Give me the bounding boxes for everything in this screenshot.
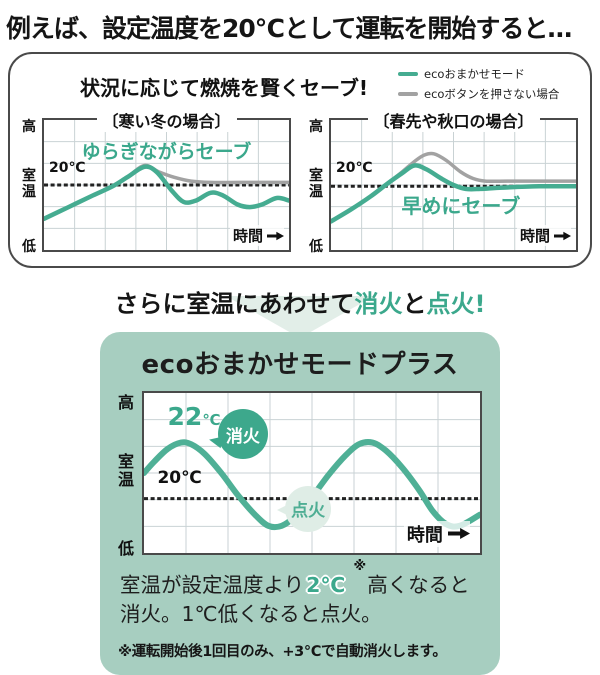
chart-annotation: ゆらぎながらセーブ [81,140,252,163]
y-axis-labels: 高 室温 低 [22,118,42,255]
time-text: 時間 [519,227,550,245]
chart-spring-autumn: 高 室温 低 〔春先や秋口の場合〕 20℃ 早めにセーブ 時間 [309,108,578,255]
y-label-high: 高 [118,393,135,412]
peak-temp-label: 22℃ [168,404,221,429]
chart-eco-plus: 高 室温 低 22℃ 消火 20℃ 点火 時間 [118,391,482,558]
threshold-label: 20℃ [49,160,86,177]
middle-heading: さらに室温にあわせて消火と点火! [0,284,600,319]
peak-temp-number: 22 [167,402,203,432]
right-arrow-icon [267,231,284,240]
chart-annotation: 早めにセーブ [401,194,521,219]
y-label-high: 高 [22,119,36,135]
badge-pointer [207,433,224,449]
legend-item-eco: ecoおまかせモード [398,66,578,82]
x-axis-label: 時間 [229,225,284,246]
description-text: 室温が設定温度より2℃ ※ 高くなると 消火。1℃低くなると点火。 [118,555,482,628]
footnote-ref-mark: ※ [353,559,367,574]
highlight-2c-text: 2℃ [306,573,346,597]
chart-plot-area: 〔寒い冬の場合〕 20℃ ゆらぎながらセーブ 時間 [42,108,291,252]
peak-temp-unit: ℃ [202,411,221,430]
heading-fire-off: 消火 [354,290,403,318]
line-chart [331,120,576,250]
eco-plus-section: ecoおまかせモードプラス 高 室温 低 22℃ 消火 20℃ 点火 時間 室温 [100,332,500,675]
chart-title: 〔寒い冬の場合〕 [96,108,237,132]
no-eco-line-swatch [398,92,418,96]
threshold-label: 20℃ [336,160,373,177]
threshold-label: 20℃ [157,468,202,489]
y-label-room-temp: 室温 [309,167,323,200]
y-label-low: 低 [22,239,36,255]
fire-off-badge: 消火 [207,409,268,459]
footnote-text: ※運転開始後1回目のみ、+3℃で自動消火します。 [118,644,447,661]
chart-plot-area: 22℃ 消火 20℃ 点火 時間 [142,391,482,555]
save-section-header: 状況に応じて燃焼を賢くセーブ! ecoおまかせモード ecoボタンを押さない場合 [22,62,578,102]
legend-label-no-eco: ecoボタンを押さない場合 [424,87,560,101]
y-label-room-temp: 室温 [118,452,135,490]
chart-cold-winter: 高 室温 低 〔寒い冬の場合〕 20℃ ゆらぎながらセーブ 時間 [22,108,291,255]
y-axis-labels: 高 室温 低 [118,391,142,558]
eco-line-swatch [398,72,418,76]
legend-label-eco: ecoおまかせモード [424,67,525,81]
eco-plus-title: ecoおまかせモードプラス [141,350,459,380]
heading-and: と [402,290,427,318]
fire-off-badge-label: 消火 [225,426,260,447]
right-arrow-icon [554,231,571,240]
y-label-room-temp: 室温 [22,167,36,200]
middle-heading-wrap: さらに室温にあわせて消火と点火! [0,284,600,338]
heading-bang: ! [474,290,486,318]
save-section: 状況に応じて燃焼を賢くセーブ! ecoおまかせモード ecoボタンを押さない場合… [8,52,592,268]
charts-row: 高 室温 低 〔寒い冬の場合〕 20℃ ゆらぎながらセーブ 時間 高 室温 低 [22,108,578,255]
time-text: 時間 [406,524,443,546]
heading-fire-on: 点火 [426,290,475,318]
y-label-high: 高 [309,119,323,135]
chart-title: 〔春先や秋口の場合〕 [367,108,540,132]
y-label-low: 低 [118,539,135,558]
chart-legend: ecoおまかせモード ecoボタンを押さない場合 [398,62,578,102]
right-arrow-icon [447,528,470,540]
heading-text: さらに室温にあわせて [114,290,355,318]
save-section-title: 状況に応じて燃焼を賢くセーブ! [80,76,368,100]
badge-pointer [277,504,290,517]
x-axis-label: 時間 [516,225,571,246]
line-chart [44,120,289,250]
legend-item-no-eco: ecoボタンを押さない場合 [398,86,578,102]
desc-post: 高くなると [367,573,470,597]
desc-pre: 室温が設定温度より [120,573,305,597]
fire-on-badge: 点火 [277,485,332,532]
desc-line2: 消火。1℃低くなると点火。 [120,601,382,626]
page-title: 例えば、設定温度を20℃として運転を開始すると… [6,14,572,43]
time-text: 時間 [232,227,263,245]
chart-plot-area: 〔春先や秋口の場合〕 20℃ 早めにセーブ 時間 [329,108,578,252]
x-axis-label: 時間 [403,520,470,547]
highlight-2c: 2℃ ※ [306,559,366,597]
y-axis-labels: 高 室温 低 [309,118,329,255]
down-arrow-icon [226,296,374,338]
fire-on-badge-label: 点火 [291,501,326,522]
y-label-low: 低 [309,239,323,255]
